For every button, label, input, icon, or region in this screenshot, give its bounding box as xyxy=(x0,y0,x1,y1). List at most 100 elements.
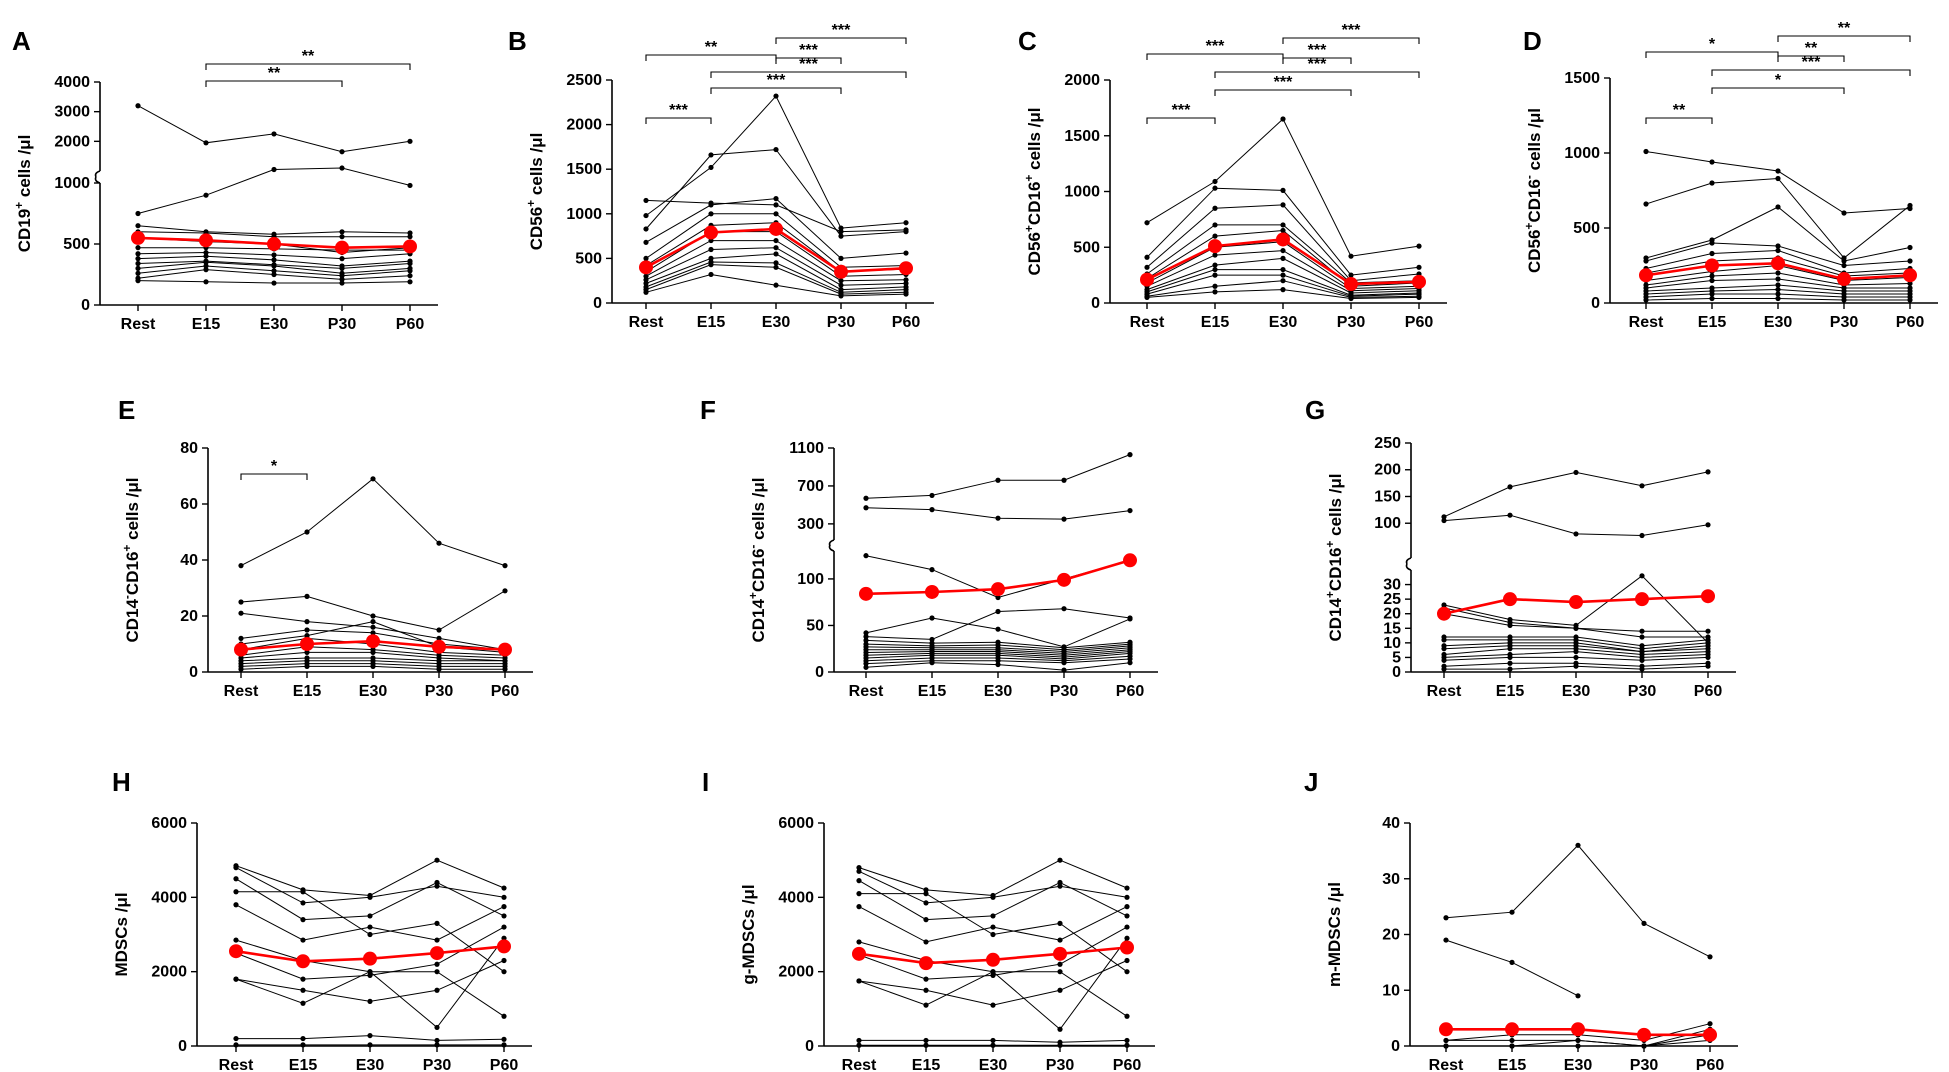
y-tick-label: 2000 xyxy=(54,133,90,150)
panel-B: B 0 500 1000 1500 2000 2500 Rest E15 E30 P30 P60 CD5… xyxy=(508,22,934,331)
data-point xyxy=(1212,222,1218,228)
data-point xyxy=(923,1037,929,1044)
data-point xyxy=(367,972,373,978)
x-tick-label: E15 xyxy=(912,1057,941,1072)
y-tick-label: 4000 xyxy=(54,74,90,91)
significance-bracket xyxy=(1711,69,1911,76)
data-point xyxy=(434,857,440,863)
y-axis-title-part: CD16 xyxy=(1525,179,1544,222)
x-tick-label: P30 xyxy=(1337,314,1366,331)
y-axis-title-part: m-MDSCs xyxy=(1325,907,1344,987)
data-point xyxy=(1057,857,1063,863)
y-axis-title-part: cells /μl xyxy=(123,477,142,544)
data-point xyxy=(990,894,996,900)
y-axis-title: CD14+CD16+ cells /μl xyxy=(1323,473,1345,641)
data-point xyxy=(1575,1043,1581,1049)
series-line xyxy=(865,454,1131,499)
data-point xyxy=(1507,646,1513,652)
data-point xyxy=(1212,233,1218,239)
mean-point xyxy=(1053,946,1067,961)
significance-bracket xyxy=(205,63,411,70)
data-point xyxy=(1127,615,1133,621)
y-axis-title-part: CD14 xyxy=(749,599,768,643)
data-point xyxy=(367,1032,373,1039)
mean-point xyxy=(1120,940,1134,955)
data-point xyxy=(135,278,141,284)
data-point xyxy=(300,900,306,906)
x-tick-label: E15 xyxy=(293,683,322,700)
y-axis-title-part: CD16 xyxy=(749,549,768,592)
x-tick-label: E30 xyxy=(1564,1057,1593,1072)
mean-point xyxy=(1503,592,1517,607)
data-point xyxy=(903,250,909,256)
data-point xyxy=(1212,178,1218,185)
y-axis-title: CD56+CD16- cells /μl xyxy=(1522,108,1544,273)
y-tick-label: 250 xyxy=(1374,435,1401,452)
y-axis-title: CD56+ cells /μl xyxy=(524,133,546,251)
y-tick-label: 25 xyxy=(1383,591,1401,608)
significance-bracket xyxy=(1214,89,1352,96)
mean-point xyxy=(1123,553,1137,568)
data-point xyxy=(1705,522,1711,528)
data-point xyxy=(838,293,844,299)
data-point xyxy=(1127,452,1133,458)
data-point xyxy=(1280,116,1286,122)
data-point xyxy=(990,931,996,938)
mean-point xyxy=(498,642,512,657)
y-tick-label: 0 xyxy=(189,664,198,681)
significance-bracket xyxy=(1214,71,1420,78)
data-point xyxy=(367,998,373,1005)
data-point xyxy=(903,220,909,226)
y-tick-label: 20 xyxy=(1382,927,1400,944)
data-point xyxy=(1639,573,1645,579)
data-point xyxy=(1124,1013,1130,1019)
y-axis-title-sup: - xyxy=(746,545,760,549)
x-tick-label: Rest xyxy=(1629,314,1664,331)
y-axis-title-sup: + xyxy=(12,202,26,209)
data-point xyxy=(856,878,862,884)
data-point xyxy=(434,1024,440,1031)
data-point xyxy=(1280,202,1286,208)
significance-label: *** xyxy=(1172,102,1191,119)
y-axis-title: CD56+CD16+ cells /μl xyxy=(1022,107,1044,275)
data-point xyxy=(1775,295,1781,302)
y-tick-label: 1000 xyxy=(566,206,602,223)
data-point xyxy=(1144,294,1150,301)
y-axis-title-sup: + xyxy=(746,592,760,599)
data-point xyxy=(903,277,909,283)
y-tick-label: 100 xyxy=(797,571,824,588)
data-point xyxy=(923,987,929,993)
data-point xyxy=(1061,660,1067,666)
data-point xyxy=(1212,283,1218,289)
panel-label: J xyxy=(1304,767,1318,797)
data-point xyxy=(1641,920,1647,926)
data-point xyxy=(370,649,376,656)
data-point xyxy=(238,599,244,605)
y-axis-title-part: CD16 xyxy=(1326,548,1345,591)
panel-J: J 0 10 20 30 40 Rest E15 E30 P30 P60 m-MDSCs /μl xyxy=(1304,767,1738,1072)
data-point xyxy=(501,894,507,900)
data-point xyxy=(1775,204,1781,210)
data-point xyxy=(773,237,779,244)
data-point xyxy=(436,540,442,546)
significance-label: *** xyxy=(1308,56,1327,73)
significance-label: *** xyxy=(767,72,786,89)
x-tick-label: P60 xyxy=(1116,683,1145,700)
data-point xyxy=(339,265,345,271)
data-point xyxy=(370,619,376,625)
data-point xyxy=(367,931,373,938)
significance-bracket xyxy=(1645,51,1779,58)
significance-label: ** xyxy=(268,65,281,82)
mean-point xyxy=(1837,272,1851,286)
panel-label: D xyxy=(1523,26,1542,56)
data-point xyxy=(929,636,935,643)
data-point xyxy=(304,627,310,633)
data-point xyxy=(1280,287,1286,293)
data-point xyxy=(1575,842,1581,848)
data-point xyxy=(708,271,714,278)
data-point xyxy=(1643,148,1649,155)
data-point xyxy=(1907,297,1913,303)
data-point xyxy=(501,969,507,975)
data-point xyxy=(708,164,714,171)
y-tick-label: 1100 xyxy=(789,440,824,457)
